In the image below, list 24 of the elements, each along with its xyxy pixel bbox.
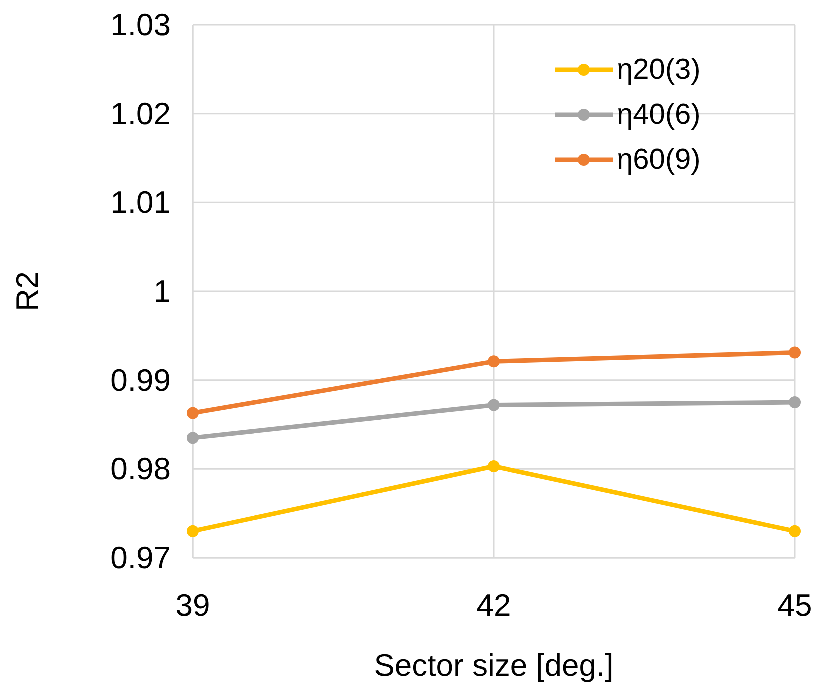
point — [488, 399, 500, 412]
point — [488, 356, 500, 368]
y-tick-label: 1 — [154, 274, 171, 309]
legend-label: η60(9) — [617, 144, 701, 176]
y-tick-label: 1.02 — [110, 96, 171, 132]
y-tick-label: 0.98 — [110, 452, 171, 487]
y-tick-label: 1.01 — [110, 185, 171, 220]
point — [789, 525, 801, 538]
point — [789, 396, 801, 409]
x-tick-label: 39 — [176, 588, 210, 623]
y-axis-title: R2 — [10, 272, 45, 312]
point — [187, 407, 199, 420]
y-tick-label: 1.03 — [110, 8, 171, 42]
y-tick-label: 0.97 — [110, 540, 171, 576]
point — [187, 432, 199, 444]
x-tick-label: 45 — [778, 588, 812, 623]
legend-label: η20(3) — [617, 54, 701, 86]
point — [187, 525, 199, 538]
x-axis-title: Sector size [deg.] — [374, 648, 614, 683]
legend-label: η40(6) — [617, 99, 701, 131]
point — [488, 460, 500, 472]
x-tick-label: 42 — [476, 588, 512, 623]
point — [789, 346, 801, 359]
y-tick-label: 0.99 — [110, 362, 171, 398]
